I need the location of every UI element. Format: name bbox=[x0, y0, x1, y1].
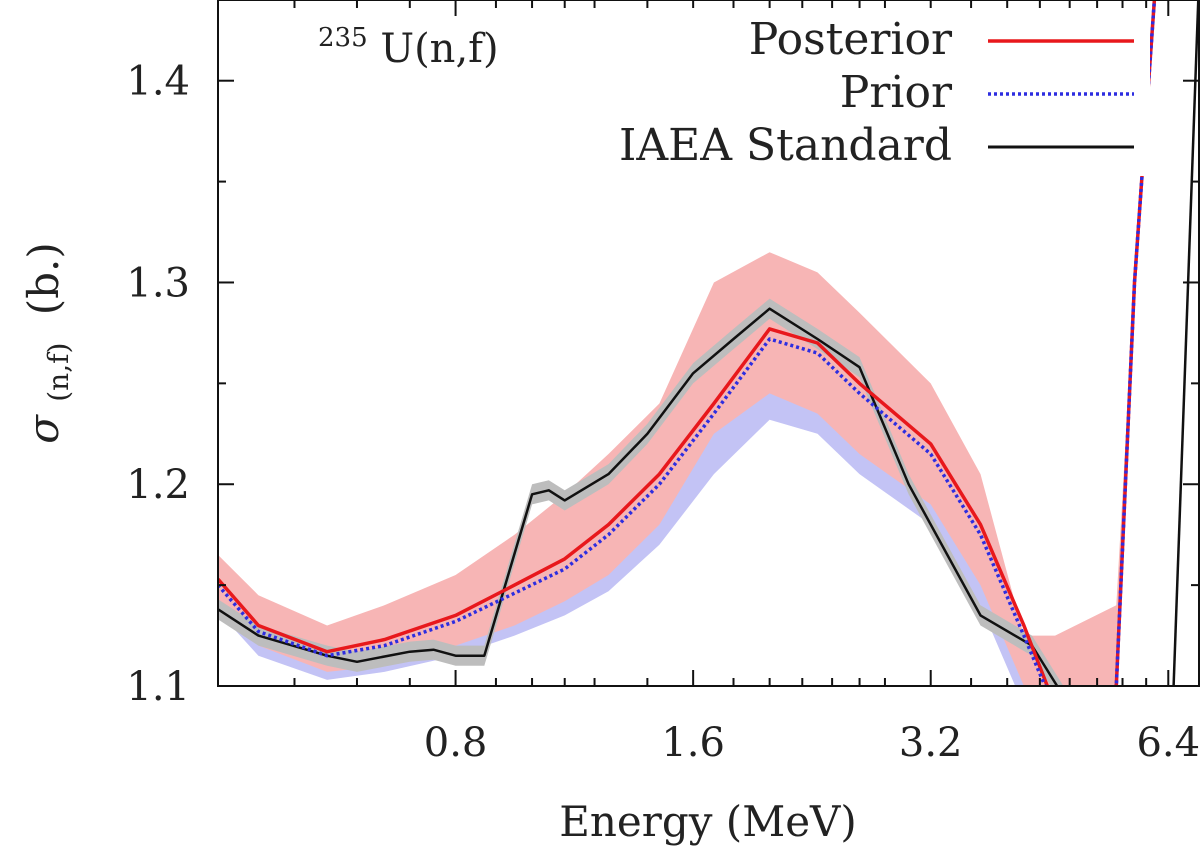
legend-label-prior: Prior bbox=[840, 67, 953, 118]
line-prior bbox=[218, 0, 1157, 686]
y-tick-label: 1.1 bbox=[126, 664, 190, 710]
x-axis-title: Energy (MeV) bbox=[559, 797, 857, 846]
y-tick-label: 1.3 bbox=[126, 260, 190, 306]
reaction-annotation: 235 U(n,f) bbox=[318, 10, 499, 72]
legend-label-iaea-standard: IAEA Standard bbox=[619, 120, 952, 171]
line-iaea-standard bbox=[218, 307, 1059, 686]
plot-frame bbox=[217, 0, 1200, 687]
x-tick-label: 0.8 bbox=[424, 720, 488, 766]
y-axis-title: σ (n,f) (b.) bbox=[19, 242, 78, 444]
series-lines bbox=[218, 0, 1199, 686]
legend: Posterior Prior IAEA Standard bbox=[580, 8, 1150, 176]
x-tick-label: 3.2 bbox=[899, 720, 963, 766]
x-tick-label: 1.6 bbox=[661, 720, 725, 766]
axis-ticks: 0.8 1.6 3.2 6.4 1.1 1.2 1.3 1.4 bbox=[126, 0, 1200, 766]
svg-text:σ (n,f) (b.): σ (n,f) (b.) bbox=[19, 242, 78, 444]
y-tick-label: 1.4 bbox=[126, 59, 190, 105]
x-tick-label: 6.4 bbox=[1136, 720, 1200, 766]
y-axis-unit: (b.) bbox=[19, 242, 68, 315]
legend-label-posterior: Posterior bbox=[749, 14, 953, 65]
y-tick-label: 1.2 bbox=[126, 462, 190, 508]
line-iaea-standard-extra bbox=[1172, 0, 1199, 686]
y-axis-symbol: σ bbox=[19, 414, 68, 444]
line-posterior bbox=[218, 0, 1157, 686]
annotation-text: U(n,f) bbox=[380, 26, 498, 72]
annotation-superscript: 235 bbox=[318, 23, 368, 53]
y-axis-subscript: (n,f) bbox=[42, 343, 75, 402]
